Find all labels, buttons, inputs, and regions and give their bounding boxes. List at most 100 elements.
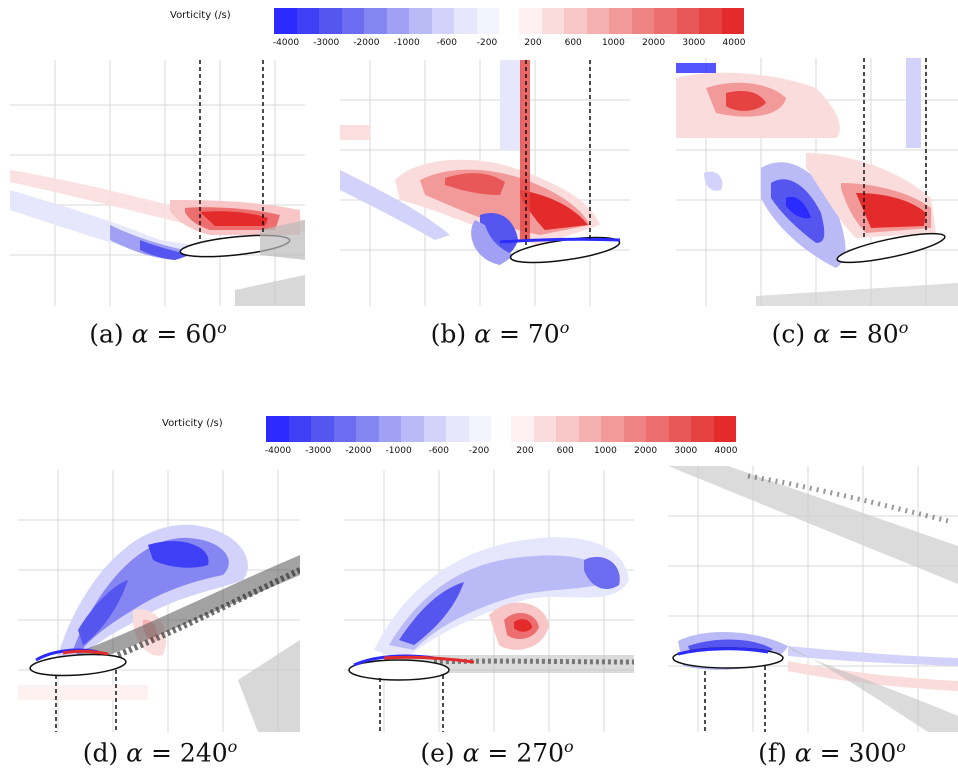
colorbar-swatch	[288, 416, 311, 442]
colorbar-gap	[499, 8, 519, 34]
colorbar-swatch	[646, 416, 669, 442]
colorbar-swatch	[319, 8, 342, 34]
colorbar-tick: 4000	[722, 38, 746, 48]
vorticity-field	[10, 60, 305, 306]
caption-value: 240	[179, 738, 228, 768]
colorbar-swatch	[586, 8, 609, 34]
caption-letter: (e)	[420, 738, 455, 768]
caption-letter: (b)	[430, 319, 467, 349]
colorbar-swatch	[668, 416, 691, 442]
colorbar-tick: -4000	[264, 446, 292, 456]
colorbar-title: Vorticity (/s)	[170, 10, 231, 21]
colorbar-tick: -1000	[393, 38, 420, 48]
caption-symbol: α	[131, 319, 149, 349]
caption-letter: (c)	[771, 319, 806, 349]
colorbar-swatch	[691, 416, 714, 442]
colorbar-tick: -600	[436, 38, 458, 48]
vorticity-field	[18, 470, 300, 732]
colorbar-swatch	[409, 8, 432, 34]
colorbar-swatch	[601, 416, 624, 442]
vorticity-field	[668, 466, 958, 732]
colorbar-tick: 2000	[634, 446, 658, 456]
caption-unit: o	[217, 318, 227, 337]
colorbar-swatch	[454, 8, 477, 34]
vorticity-field	[340, 60, 630, 306]
colorbar-tick: -200	[468, 446, 490, 456]
colorbar-swatch	[356, 416, 379, 442]
colorbar-swatch	[533, 416, 556, 442]
vorticity-field	[676, 58, 958, 306]
caption-unit: o	[898, 318, 909, 337]
colorbar-swatch	[333, 416, 356, 442]
colorbar-tick: -2000	[345, 446, 372, 456]
caption-f: (f) α = 300o	[758, 737, 906, 767]
colorbar-tick: -3000	[313, 38, 340, 48]
colorbar-swatch	[556, 416, 579, 442]
colorbar-tick: 3000	[674, 446, 698, 456]
colorbar-tick: -2000	[353, 38, 380, 48]
colorbar-tick: 2000	[642, 38, 666, 48]
colorbar-tick: 4000	[714, 446, 738, 456]
caption-letter: (f)	[758, 738, 787, 768]
caption-b: (b) α = 70o	[431, 318, 570, 348]
colorbar-swatch	[476, 8, 499, 34]
caption-unit: o	[559, 318, 570, 337]
caption-symbol: α	[474, 319, 492, 349]
panel-e	[344, 470, 634, 732]
caption-symbol: α	[794, 738, 812, 768]
colorbar-swatches	[266, 416, 736, 442]
panel-d	[18, 470, 300, 732]
colorbar-swatch	[699, 8, 722, 34]
colorbar-swatch	[676, 8, 699, 34]
colorbar-swatch	[511, 416, 534, 442]
caption-symbol: α	[126, 738, 144, 768]
colorbar-tick: -1000	[385, 446, 412, 456]
colorbar-tick: 1000	[601, 38, 625, 48]
caption-value: 70	[527, 319, 560, 349]
colorbar-swatch	[311, 416, 334, 442]
colorbar-top: Vorticity (/s) -4000 -3000 -2000 -1000 -600 -…	[170, 4, 750, 54]
colorbar-swatch	[364, 8, 387, 34]
colorbar-swatch	[623, 416, 646, 442]
colorbar-tick: -3000	[305, 446, 332, 456]
caption-symbol: α	[462, 738, 480, 768]
colorbar-tick: -200	[476, 38, 498, 48]
colorbar-swatch	[631, 8, 654, 34]
colorbar-swatch	[564, 8, 587, 34]
caption-symbol: α	[813, 319, 831, 349]
panel-b	[340, 60, 630, 306]
caption-unit: o	[896, 737, 906, 756]
colorbar-swatch	[468, 416, 491, 442]
caption-unit: o	[227, 737, 238, 756]
colorbar-swatch	[431, 8, 454, 34]
caption-equals: =	[819, 738, 841, 768]
colorbar-swatch	[378, 416, 401, 442]
colorbar-swatch	[446, 416, 469, 442]
colorbar-tick: 200	[516, 446, 534, 456]
colorbar-swatch	[519, 8, 542, 34]
colorbar-title: Vorticity (/s)	[162, 418, 223, 429]
caption-equals: =	[837, 319, 859, 349]
colorbar-swatch	[386, 8, 409, 34]
colorbar-tick: 200	[524, 38, 542, 48]
colorbar-swatch	[541, 8, 564, 34]
panel-a	[10, 60, 305, 306]
colorbar-gap	[491, 416, 511, 442]
caption-letter: (d)	[82, 738, 119, 768]
colorbar-swatch	[654, 8, 677, 34]
colorbar-swatches	[274, 8, 744, 34]
colorbar-swatch	[423, 416, 446, 442]
caption-value: 300	[848, 738, 897, 768]
colorbar-bottom: Vorticity (/s) -4000 -3000 -2000 -1000 -600 -…	[162, 412, 742, 462]
caption-value: 270	[516, 738, 565, 768]
caption-unit: o	[564, 737, 574, 756]
caption-value: 60	[185, 319, 218, 349]
caption-equals: =	[156, 319, 178, 349]
panel-c	[676, 58, 958, 306]
colorbar-swatch	[296, 8, 319, 34]
vorticity-field	[344, 470, 634, 732]
colorbar-swatch	[721, 8, 744, 34]
caption-d: (d) α = 240o	[83, 737, 238, 767]
caption-a: (a) α = 60o	[89, 318, 227, 348]
colorbar-tick: 3000	[682, 38, 706, 48]
